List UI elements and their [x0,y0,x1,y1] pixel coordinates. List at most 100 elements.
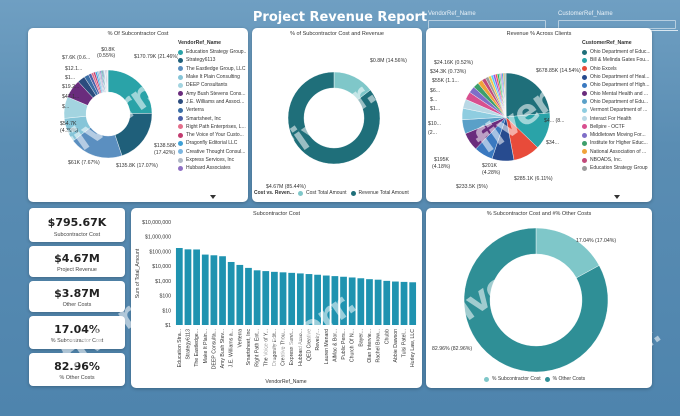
legend-label: Ohio Department of High... [590,82,650,89]
kpi-value: $795.67K [47,216,107,229]
pie-legend-item[interactable]: Ohio Department of Edu... [582,98,650,106]
bar[interactable] [210,255,218,325]
legend-label: Education Strategy Group... [186,49,246,56]
donut1-title: % Of Subcontractor Cost [107,31,169,37]
donut1-data-label: $138.58K [154,143,177,149]
donut1-legend-item[interactable]: Smartsheet, Inc [178,114,246,122]
pie-data-label: $34.3K (0.73%) [430,69,466,75]
donut1-chart[interactable]: $0.8K $7.6K (0.6... $12.1... $1... $19.2... $… [28,42,178,192]
bar[interactable] [392,281,399,325]
legend-label: Ohio Department of Educ... [590,49,650,56]
bar[interactable] [400,281,408,325]
kpi-other-costs[interactable]: $3.87M Other Costs [29,281,125,312]
pie-slice[interactable] [504,72,507,118]
revenue-clients-pie-card[interactable]: Revenue % Across Clients $24.16K (0.52%)… [426,28,652,202]
cost-revenue-donut-card[interactable]: % of Subcontractor Cost and Revenue $0.8… [252,28,422,202]
pie-legend-item[interactable]: Interact For Health [582,114,650,122]
x-tick-label: Hubbard Asso... [298,329,304,366]
bar[interactable] [305,274,313,325]
pie-data-label: $34... [546,140,559,146]
bar[interactable] [409,282,417,325]
pie-legend-item[interactable]: Education Strategy Group [582,164,650,172]
bar[interactable] [331,276,339,325]
donut1-legend-item[interactable]: Education Strategy Group... [178,48,246,56]
donut1-legend-item[interactable]: J.E. Williams and Associ... [178,98,246,106]
kpi-subcontractor-cost[interactable]: $795.67K Subcontractor Cost [29,208,125,242]
bar[interactable] [340,276,347,325]
bar[interactable] [219,256,226,325]
donut1-legend-item[interactable]: The Voice of Your Custo... [178,131,246,139]
donut1-legend-item[interactable]: Express Services, Inc [178,156,246,164]
pie-chart[interactable]: $24.16K (0.52%) $34.3K (0.73%) $55K (1.1..… [426,42,584,192]
bar[interactable] [253,270,261,325]
bar[interactable] [245,267,252,325]
donut1-slice[interactable] [114,113,153,156]
pie-legend-item[interactable]: Ohio Mental Health and ... [582,89,650,97]
pie-slice[interactable] [505,72,551,118]
bar[interactable] [279,272,287,325]
pie-legend-item[interactable]: Ohio Department of Educ... [582,48,650,56]
subcontractor-cost-bar-card[interactable]: Subcontractor Cost $10,000,000 $1,000,000… [131,208,422,388]
bar[interactable] [348,277,356,325]
donut1-legend-item[interactable]: Make It Plain Consulting [178,73,246,81]
pie-legend-item[interactable]: Vermont Department of ... [582,106,650,114]
kpi-caption: % Subcontractor Cost [50,338,104,344]
donut1-legend-item[interactable]: DEEP Consultants [178,81,246,89]
bar[interactable] [357,278,365,325]
pie-legend-item[interactable]: Institute for Higher Educ... [582,139,650,147]
bar[interactable] [366,279,373,325]
other-costs-slice[interactable] [463,227,609,373]
pie-legend-scroll-icon[interactable] [614,195,620,199]
kpi-subcontractor-pct[interactable]: 17.04% % Subcontractor Cost [29,316,125,349]
bar-chart[interactable]: $10,000,000 $1,000,000 $100,000 $10,000 $1,0… [131,208,422,388]
revenue-legend-dot [350,190,356,196]
x-tick-label: J.E. Williams a... [229,329,235,367]
bar[interactable] [201,254,209,325]
legend-label: Strategy6113 [186,57,216,64]
bar[interactable] [184,249,192,325]
pie-legend-item[interactable]: Ohio Excels [582,65,650,73]
kpi-other-costs-pct[interactable]: 82.96% % Other Costs [29,353,125,386]
donut2-chart[interactable]: $0.8M (14.56%) $4.67M (85.44%) [252,40,422,190]
pie-legend-item[interactable]: NBOADS, Inc. [582,156,650,164]
donut1-legend-item[interactable]: Strategy6113 [178,56,246,64]
donut1-slice[interactable] [107,69,153,114]
pie-data-label: $195K [434,157,450,163]
bar[interactable] [296,273,304,325]
bar[interactable] [262,271,270,325]
pie-legend-item[interactable]: Bellpire - OCTF [582,123,650,131]
subcontractor-cost-donut-card[interactable]: % Of Subcontractor Cost $0.8K $7.6K (0.6.… [28,28,248,202]
revenue-slice[interactable] [287,71,381,165]
donut2-legend-title: Cost vs. Reven... [254,190,295,196]
bar[interactable] [227,261,235,325]
donut1-legend: VendorRef_Name Education Strategy Group.… [178,40,246,172]
kpi-project-revenue[interactable]: $4.67M Project Revenue [29,246,125,277]
donut1-legend-item[interactable]: Hubbard Associates [178,164,246,172]
bar[interactable] [288,272,296,325]
x-tick-label: Revelry... [315,329,321,351]
donut1-legend-item[interactable]: Right Path Enterprises, L... [178,123,246,131]
bar[interactable] [193,249,200,325]
bar[interactable] [322,275,330,325]
bar[interactable] [175,248,183,325]
bar[interactable] [374,279,382,325]
donut1-legend-scroll-icon[interactable] [210,195,216,199]
pie-legend-item[interactable]: Ohio Department of High... [582,81,650,89]
pie-legend-item[interactable]: National Association of ... [582,148,650,156]
pct-costs-donut-card[interactable]: % Subcontractor Cost and #% Other Costs … [426,208,652,388]
pie-legend-item[interactable]: Middletown Moving For... [582,131,650,139]
bar[interactable] [383,280,391,325]
bar[interactable] [314,274,321,325]
bar[interactable] [271,271,278,325]
donut1-legend-item[interactable]: Dragonfly Editorial LLC [178,139,246,147]
pie-legend-item[interactable]: Ohio Department of Heal... [582,73,650,81]
bar[interactable] [236,264,244,325]
donut1-legend-item[interactable]: The Eastledge Group, LLC [178,65,246,73]
donut1-legend-item[interactable]: Amy Bush Stevens Cons... [178,89,246,97]
donut3-chart[interactable]: 17.04% (17.04%) 82.96% (82.96%) [426,220,652,380]
pie-legend-item[interactable]: Bill & Melinda Gates Fou... [582,56,650,64]
donut1-legend-item[interactable]: Creative Thought Consul... [178,148,246,156]
legend-label: J.E. Williams and Associ... [186,98,245,105]
legend-label: Ohio Excels [590,65,617,72]
donut1-legend-item[interactable]: Verterra [178,106,246,114]
